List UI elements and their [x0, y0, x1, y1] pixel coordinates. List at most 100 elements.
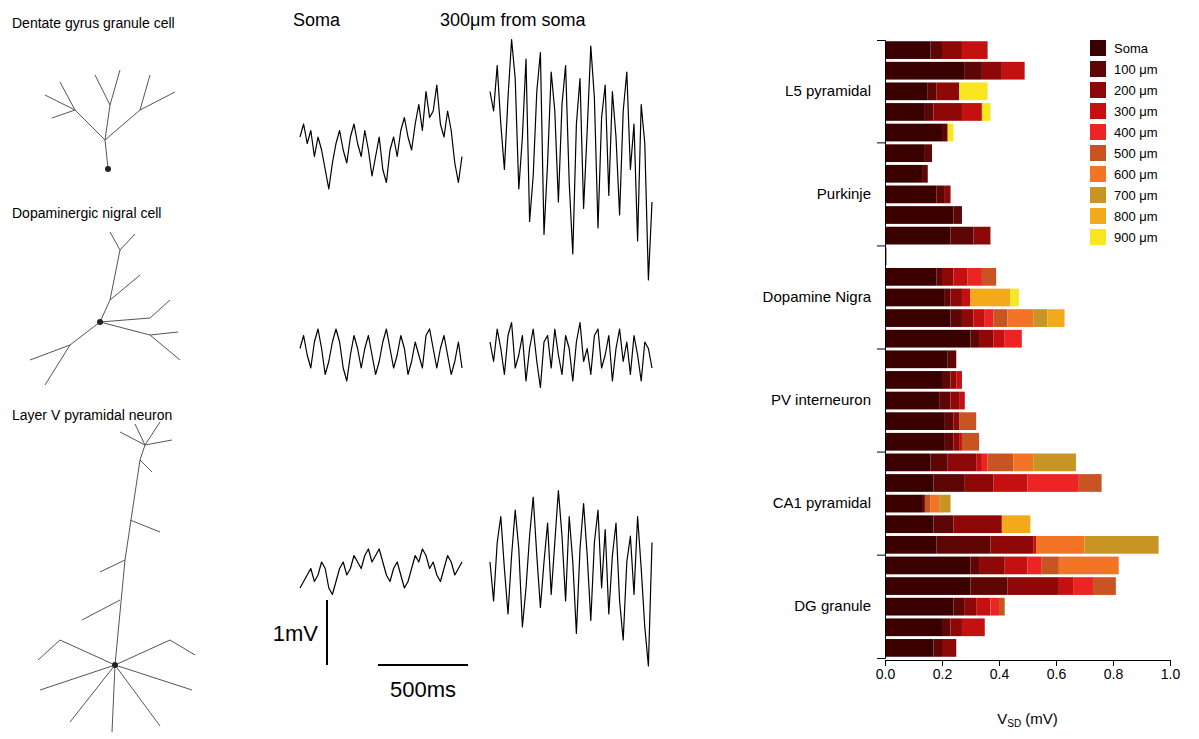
bar-segment	[1101, 474, 1102, 492]
legend-label: 800 μm	[1114, 209, 1158, 224]
bar-segment	[964, 392, 965, 410]
bar-segment	[951, 289, 962, 307]
bar-segment	[961, 206, 962, 224]
bar-segment	[885, 206, 953, 224]
bar-segment	[990, 227, 991, 245]
bar-segment	[1033, 309, 1047, 327]
bar-segment	[932, 144, 933, 162]
voltage-trace	[300, 549, 462, 595]
bar-segment	[996, 268, 997, 286]
bar-segment	[931, 41, 942, 59]
legend: Soma100 μm200 μm300 μm400 μm500 μm600 μm…	[1090, 40, 1158, 245]
bar-segment	[1005, 557, 1028, 575]
bar-segment	[942, 639, 956, 657]
legend-label: 500 μm	[1114, 146, 1158, 161]
legend-swatch	[1090, 229, 1106, 245]
x-tick: 0.6	[1047, 660, 1067, 682]
bar-segment	[987, 41, 988, 59]
bar-segment	[1004, 598, 1005, 616]
bar-segment	[979, 557, 1005, 575]
bar-segment	[961, 371, 962, 389]
bar-segment	[953, 268, 967, 286]
bar-segment	[961, 206, 962, 224]
bar-segment	[1042, 557, 1059, 575]
bar-segment	[990, 227, 991, 245]
bar-segment	[885, 103, 925, 121]
bar-segment	[956, 350, 957, 368]
bar-segment	[1030, 515, 1031, 533]
bar-segment	[982, 454, 988, 472]
legend-swatch	[1090, 208, 1106, 224]
bar-segment	[1158, 536, 1159, 554]
bar-segment	[964, 392, 965, 410]
bar-segment	[956, 350, 957, 368]
bar-segment	[976, 412, 977, 430]
bar-segment	[932, 144, 933, 162]
bar-segment	[885, 186, 936, 204]
y-tick: L5 pyramidal	[785, 82, 885, 99]
bar-segment	[936, 186, 945, 204]
voltage-trace	[490, 491, 652, 667]
bar-segment	[984, 618, 985, 636]
x-axis-line	[886, 661, 1171, 667]
bar-segment	[1033, 536, 1036, 554]
bar-segment	[961, 371, 962, 389]
bar-segment	[950, 186, 951, 204]
row-label: Dentate gyrus granule cell	[12, 15, 175, 31]
bar-segment	[962, 618, 985, 636]
bar-segment	[1024, 62, 1025, 80]
bar-segment	[886, 247, 887, 265]
dendrite	[110, 275, 140, 300]
bar-segment	[959, 433, 962, 451]
bar-segment	[962, 41, 988, 59]
bar-segment	[979, 433, 980, 451]
bar-segment	[1004, 598, 1005, 616]
category-label: Dopamine Nigra	[763, 288, 872, 305]
bar-segment	[942, 268, 953, 286]
x-tick-label: 1.0	[1161, 666, 1181, 682]
bar-segment	[956, 350, 957, 368]
bar-segment	[931, 495, 940, 513]
x-tick-label: 0.2	[933, 666, 953, 682]
bar-segment	[933, 103, 962, 121]
bar-segment	[996, 268, 997, 286]
voltage-trace	[490, 323, 652, 388]
bar-segment	[939, 495, 950, 513]
dendrite	[60, 640, 115, 665]
category-label: L5 pyramidal	[785, 82, 871, 99]
bar-segment	[885, 309, 951, 327]
bar-segment	[950, 495, 951, 513]
bar-segment	[1021, 330, 1022, 348]
bar-segment	[886, 247, 887, 265]
legend-swatch	[1090, 166, 1106, 182]
bar-segment	[961, 206, 962, 224]
bar-segment	[948, 350, 957, 368]
dendrite	[150, 332, 178, 335]
bar-segment	[951, 618, 962, 636]
bar-segment	[885, 412, 945, 430]
bar-segment	[925, 144, 932, 162]
figure: Dentate gyrus granule cellDopaminergic n…	[0, 0, 1199, 739]
dendrite	[105, 75, 150, 140]
bar-segment	[950, 186, 951, 204]
group-separator	[877, 349, 885, 350]
bar-segment	[982, 268, 996, 286]
legend-swatch	[1090, 187, 1106, 203]
bar-segment	[993, 330, 1004, 348]
bar-segment	[1101, 474, 1102, 492]
bar-segment	[933, 639, 942, 657]
bar-segment	[987, 41, 988, 59]
dendrite	[135, 424, 145, 445]
bar-segment	[976, 412, 977, 430]
bar-segment	[885, 41, 931, 59]
dendrite	[120, 234, 135, 250]
soma-icon	[97, 319, 103, 325]
x-tick: 0.8	[1104, 660, 1124, 682]
bar-segment	[936, 536, 990, 554]
bar-segment	[956, 350, 957, 368]
dendrite	[140, 92, 175, 110]
bar-segment	[979, 433, 980, 451]
bar-segment	[885, 62, 965, 80]
dendrite	[145, 422, 160, 445]
bar-segment	[885, 227, 951, 245]
